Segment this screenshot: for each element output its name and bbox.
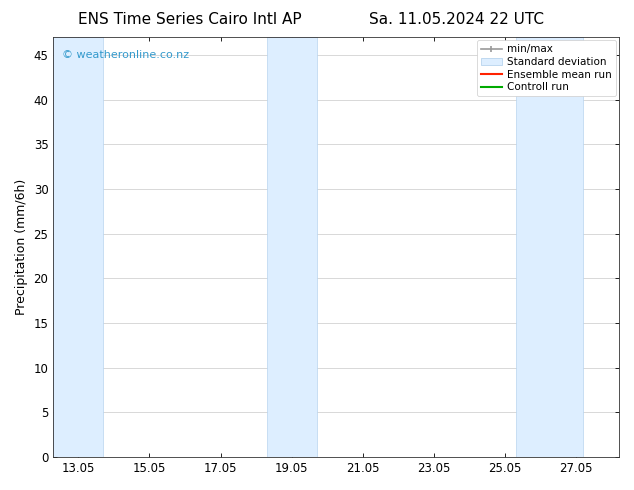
- Bar: [53, 37, 103, 457]
- Text: Sa. 11.05.2024 22 UTC: Sa. 11.05.2024 22 UTC: [369, 12, 544, 27]
- Bar: [516, 37, 583, 457]
- Text: ENS Time Series Cairo Intl AP: ENS Time Series Cairo Intl AP: [79, 12, 302, 27]
- Bar: [267, 37, 316, 457]
- Legend: min/max, Standard deviation, Ensemble mean run, Controll run: min/max, Standard deviation, Ensemble me…: [477, 40, 616, 97]
- Y-axis label: Precipitation (mm/6h): Precipitation (mm/6h): [15, 179, 28, 315]
- Text: © weatheronline.co.nz: © weatheronline.co.nz: [61, 49, 189, 60]
